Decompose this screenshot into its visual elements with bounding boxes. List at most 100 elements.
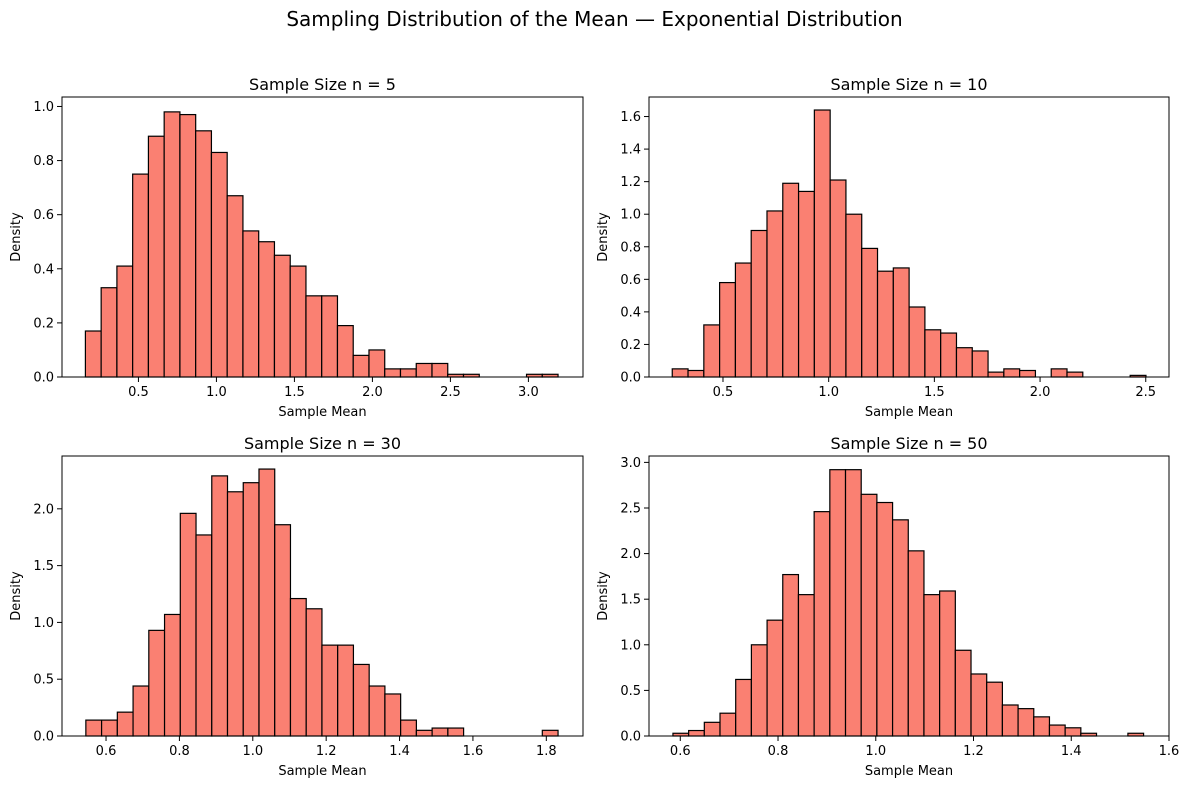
x-tick-label: 1.8 — [536, 744, 557, 759]
histogram-bar — [924, 329, 942, 378]
histogram-bar — [179, 113, 197, 378]
x-tick-label: 1.6 — [463, 744, 484, 759]
y-tick-label: 0.5 — [33, 673, 54, 688]
y-tick-label: 0.4 — [620, 305, 641, 320]
figure-title: Sampling Distribution of the Mean — Expo… — [286, 7, 902, 31]
histogram-bar — [431, 727, 449, 737]
axes-frame — [648, 455, 1170, 737]
y-tick-label: 1.4 — [620, 143, 641, 158]
y-tick-label: 2.0 — [620, 547, 641, 562]
histogram-bar — [210, 151, 228, 378]
histogram-bar — [782, 182, 800, 378]
histogram-bar — [100, 287, 118, 378]
histogram-bar — [226, 491, 244, 737]
x-tick-label: 1.2 — [963, 744, 984, 759]
histogram-bar — [431, 362, 449, 378]
x-tick-label: 0.6 — [96, 744, 117, 759]
subplot-title: Sample Size n = 5 — [249, 75, 396, 94]
histogram-bar — [384, 693, 402, 737]
histogram-bar — [100, 719, 118, 737]
histogram-bar — [321, 644, 339, 737]
y-tick-label: 2.0 — [33, 502, 54, 517]
x-tick-label: 1.5 — [284, 385, 305, 400]
histogram-bar — [273, 254, 291, 378]
y-tick-label: 0.0 — [33, 730, 54, 745]
histogram-bar — [541, 729, 559, 737]
histogram-bar — [163, 613, 181, 737]
histogram-bar — [242, 230, 260, 378]
histogram-bar — [399, 368, 417, 378]
y-tick-label: 0.8 — [33, 154, 54, 169]
histogram-bar — [829, 469, 847, 737]
y-axis-label: Density — [9, 571, 24, 621]
y-tick-label: 3.0 — [620, 456, 641, 471]
histogram-bar — [384, 368, 402, 378]
x-tick-label: 0.8 — [169, 744, 190, 759]
y-tick-label: 0.6 — [33, 208, 54, 223]
histogram-bar — [891, 519, 909, 737]
x-tick-label: 0.6 — [670, 744, 691, 759]
histogram-bar — [1066, 371, 1084, 378]
histogram-bar — [703, 324, 721, 378]
histogram-bar — [84, 330, 102, 378]
histogram-bar — [703, 721, 721, 737]
subplot-title: Sample Size n = 10 — [830, 75, 987, 94]
histogram-bar — [970, 673, 988, 737]
histogram-bar — [986, 681, 1004, 737]
histogram-bar — [1019, 369, 1037, 378]
subplot-4: 0.6 0.8 1.0 1.2 1.4 1.6 0.0 0.5 1.0 1.5 2.0 2.5 3.0 S… — [596, 434, 1179, 779]
subplot-title: Sample Size n = 50 — [830, 434, 987, 453]
histogram-bar — [766, 619, 784, 737]
histogram-bar — [813, 511, 831, 737]
histogram-bar — [797, 190, 815, 378]
histogram-bar — [195, 534, 213, 737]
histogram-bar — [719, 712, 737, 737]
histogram-bar — [148, 629, 166, 737]
x-tick-label: 1.0 — [242, 744, 263, 759]
y-tick-label: 0.0 — [620, 730, 641, 745]
x-tick-label: 1.4 — [1061, 744, 1082, 759]
x-tick-label: 0.5 — [128, 385, 149, 400]
histogram-bar — [813, 109, 831, 378]
histogram-bar — [688, 729, 705, 737]
histogram-bar — [860, 493, 878, 737]
histogram-bar — [352, 663, 370, 737]
histogram-bar — [955, 347, 973, 378]
x-axis-label: Sample Mean — [865, 764, 953, 779]
histogram-bar — [163, 111, 181, 378]
x-axis-label: Sample Mean — [278, 405, 366, 420]
histogram-bar — [1048, 724, 1066, 737]
histogram-bar — [415, 362, 433, 378]
histogram-bar — [85, 719, 103, 737]
histogram-bar — [987, 371, 1005, 378]
histogram-bar — [1064, 727, 1082, 737]
histogram-bar — [940, 332, 958, 378]
histogram-bar — [195, 130, 213, 378]
histogram-bar — [447, 727, 465, 737]
histogram-bar — [258, 241, 276, 378]
histogram-bar — [829, 179, 847, 378]
histogram-bar — [861, 247, 879, 378]
histogram-bar — [734, 262, 752, 378]
x-tick-label: 0.8 — [768, 744, 789, 759]
axes-frame — [61, 455, 584, 737]
histogram-bar — [766, 210, 784, 378]
x-tick-label: 0.5 — [713, 385, 734, 400]
histogram-bar — [258, 468, 276, 737]
x-tick-label: 1.0 — [865, 744, 886, 759]
y-tick-label: 1.0 — [620, 208, 641, 223]
subplot-title: Sample Size n = 30 — [244, 434, 401, 453]
histogram-bar — [305, 295, 323, 378]
histogram-bar — [116, 265, 134, 378]
x-tick-label: 2.5 — [440, 385, 461, 400]
y-tick-label: 1.0 — [33, 100, 54, 115]
y-axis-label: Density — [596, 212, 611, 262]
histogram-bar — [132, 173, 150, 378]
y-tick-label: 0.5 — [620, 684, 641, 699]
x-tick-label: 1.6 — [1159, 744, 1180, 759]
y-axis-label: Density — [9, 212, 24, 262]
histogram-bar — [211, 475, 229, 737]
histogram-bar — [242, 482, 260, 737]
x-tick-label: 3.0 — [518, 385, 539, 400]
x-tick-label: 2.0 — [362, 385, 383, 400]
